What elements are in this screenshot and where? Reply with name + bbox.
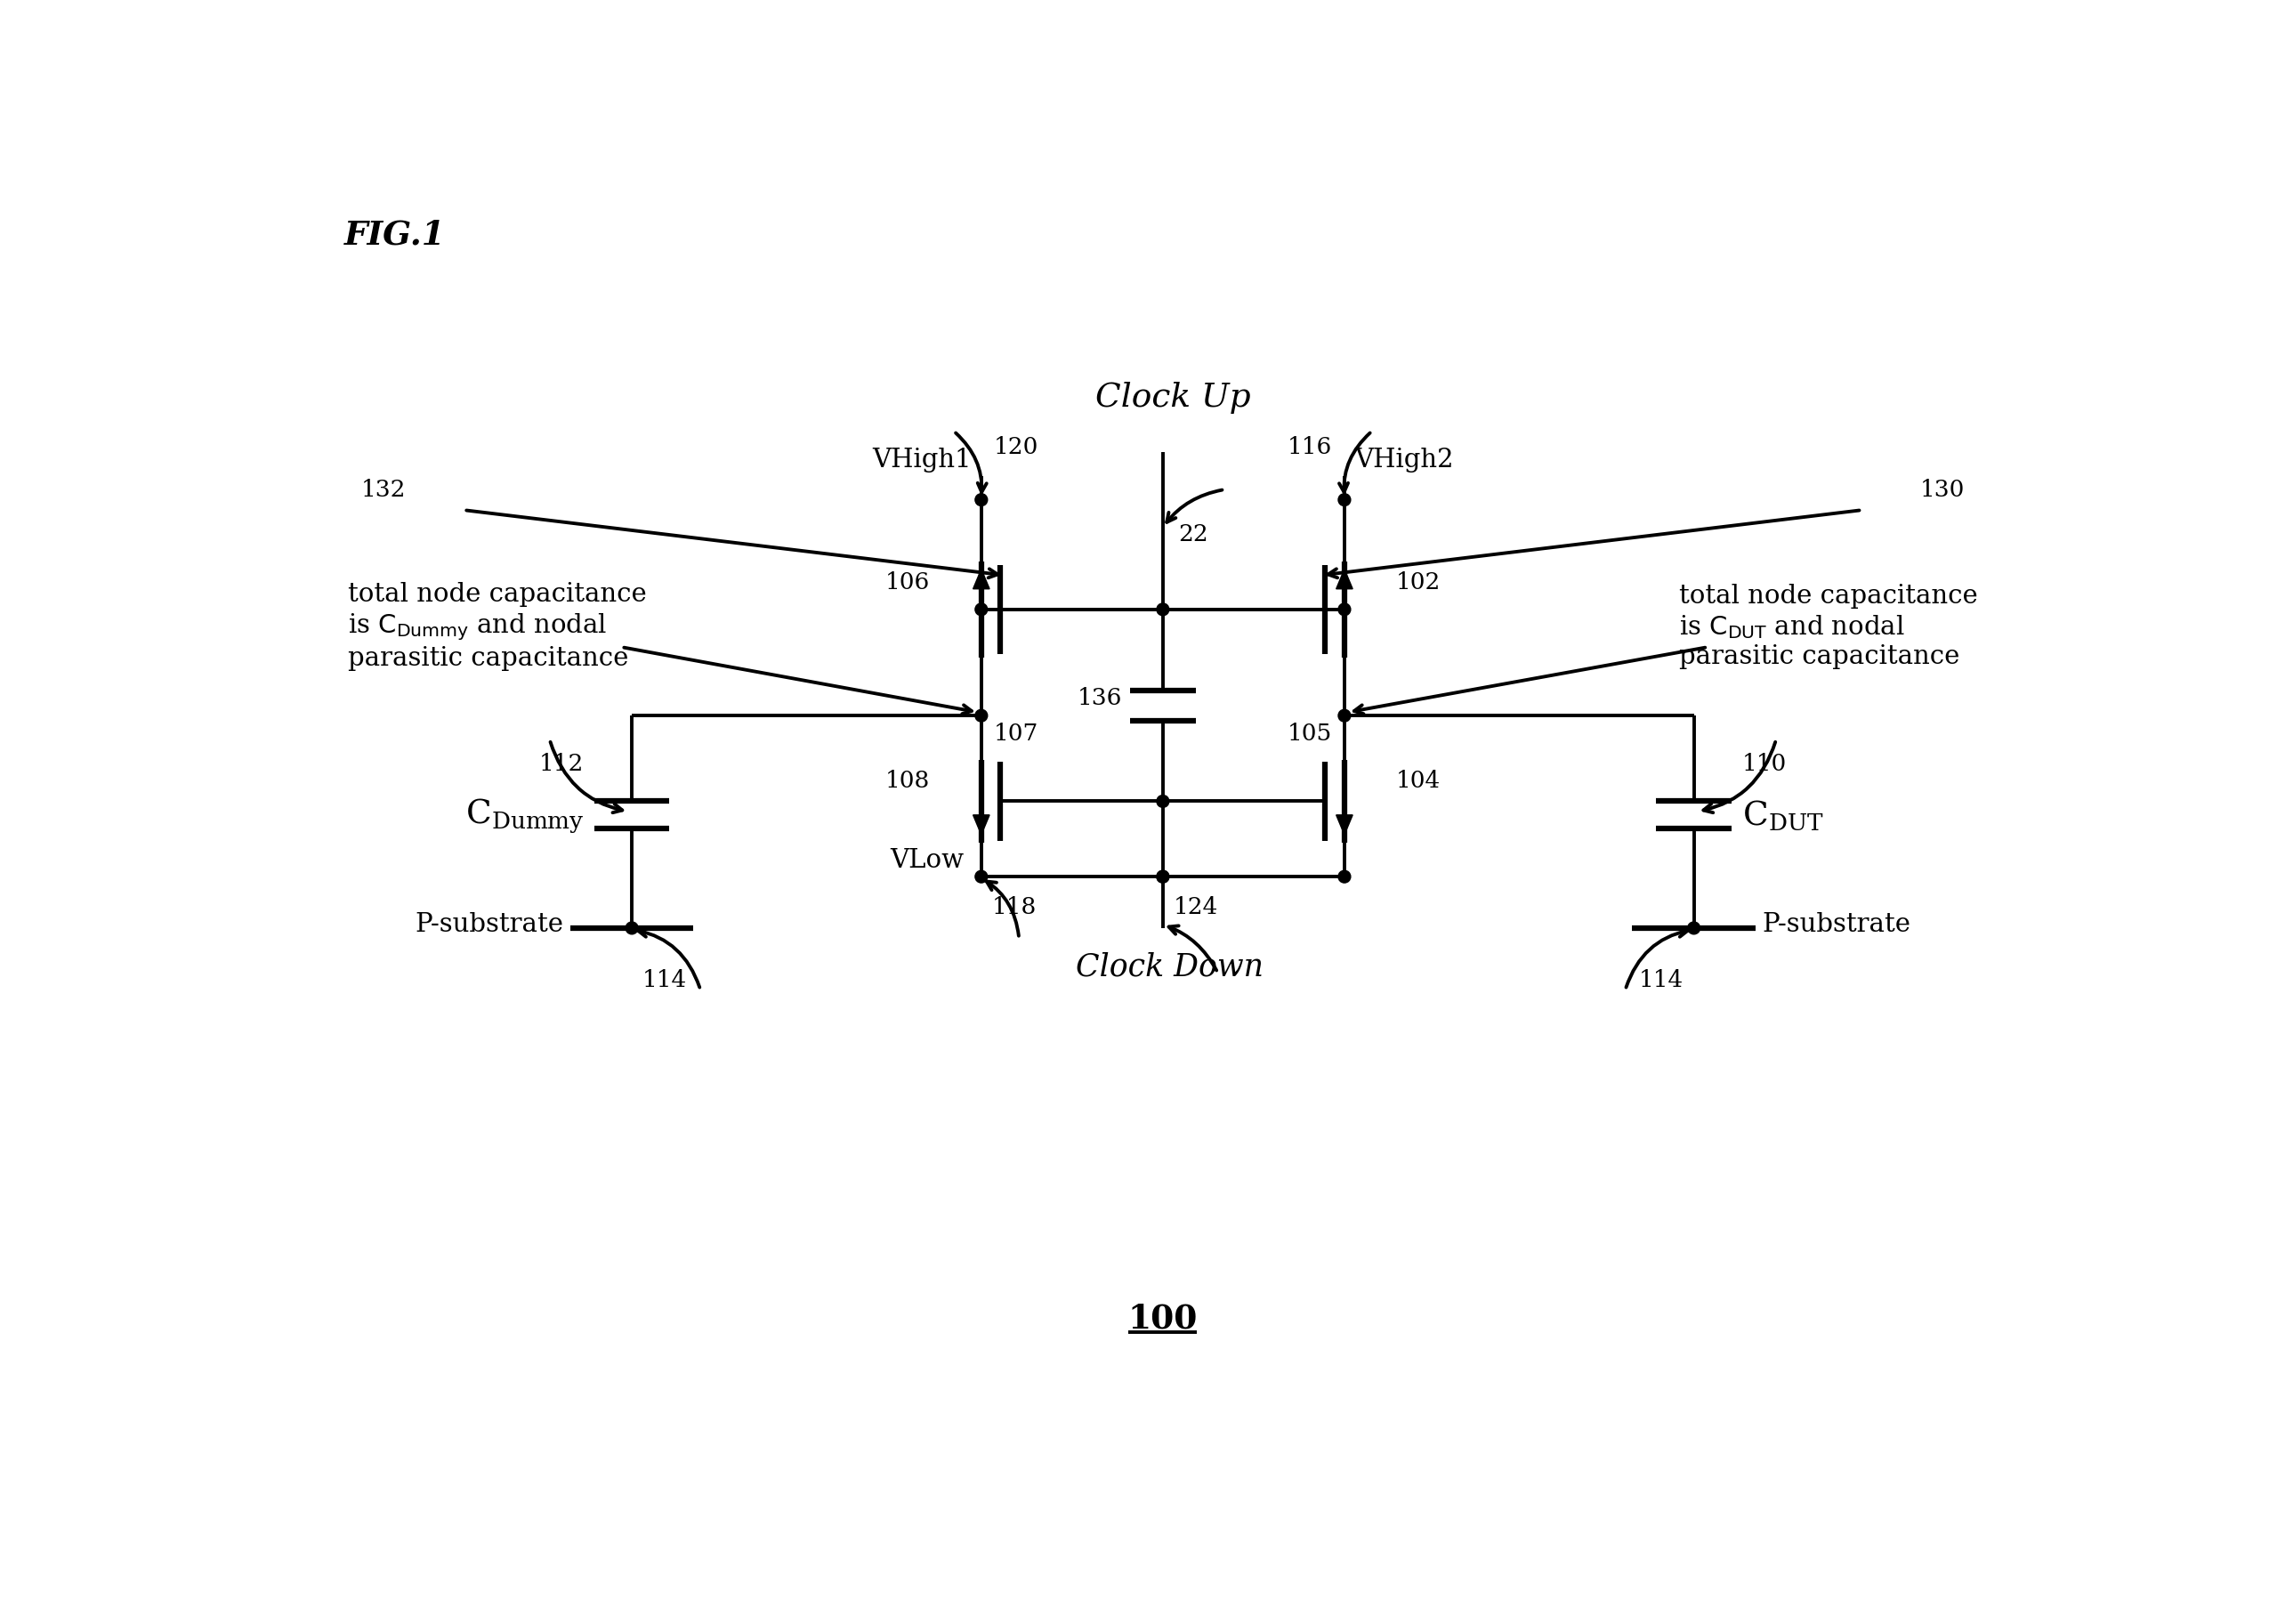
Circle shape <box>1339 710 1350 721</box>
Text: 102: 102 <box>1395 572 1441 593</box>
Text: Clock Down: Clock Down <box>1076 952 1264 983</box>
Circle shape <box>1339 870 1350 883</box>
Circle shape <box>1339 603 1350 615</box>
Text: 132: 132 <box>361 479 406 500</box>
Text: FIG.1: FIG.1 <box>345 219 445 252</box>
Circle shape <box>976 494 987 507</box>
Text: Clock Up: Clock Up <box>1096 382 1250 414</box>
Text: P-substrate: P-substrate <box>415 913 563 937</box>
Text: VHigh1: VHigh1 <box>871 448 971 473</box>
Circle shape <box>976 710 987 721</box>
Circle shape <box>626 922 638 934</box>
Text: 22: 22 <box>1178 523 1207 546</box>
Text: 100: 100 <box>1128 1302 1198 1335</box>
Text: 112: 112 <box>540 752 583 775</box>
Polygon shape <box>1336 568 1352 590</box>
Text: 108: 108 <box>885 770 930 793</box>
Text: VLow: VLow <box>889 848 964 874</box>
Text: total node capacitance
is $\mathrm{C_{Dummy}}$ and nodal
parasitic capacitance: total node capacitance is $\mathrm{C_{Du… <box>347 581 647 671</box>
Text: $\mathdefault{C}_{\mathdefault{DUT}}$: $\mathdefault{C}_{\mathdefault{DUT}}$ <box>1743 799 1824 831</box>
Text: P-substrate: P-substrate <box>1763 913 1910 937</box>
Circle shape <box>1157 796 1169 807</box>
Text: 120: 120 <box>994 437 1039 458</box>
Text: 105: 105 <box>1287 723 1332 745</box>
Text: 104: 104 <box>1395 770 1441 793</box>
Text: 130: 130 <box>1920 479 1965 500</box>
Circle shape <box>1157 603 1169 615</box>
Text: 106: 106 <box>885 572 930 593</box>
Circle shape <box>976 603 987 615</box>
Circle shape <box>1688 922 1699 934</box>
Text: 136: 136 <box>1078 687 1121 710</box>
Text: $\mathdefault{C}_{\mathdefault{Dummy}}$: $\mathdefault{C}_{\mathdefault{Dummy}}$ <box>465 796 583 833</box>
Polygon shape <box>1336 815 1352 835</box>
Polygon shape <box>973 815 989 835</box>
Text: 114: 114 <box>642 970 688 991</box>
Text: VHigh2: VHigh2 <box>1355 448 1454 473</box>
Text: total node capacitance
is $\mathrm{C_{DUT}}$ and nodal
parasitic capacitance: total node capacitance is $\mathrm{C_{DU… <box>1679 585 1979 669</box>
Circle shape <box>1157 870 1169 883</box>
Text: 107: 107 <box>994 723 1039 745</box>
Circle shape <box>976 870 987 883</box>
Polygon shape <box>973 568 989 590</box>
Text: 118: 118 <box>992 896 1037 918</box>
Circle shape <box>1157 870 1169 883</box>
Circle shape <box>1339 494 1350 507</box>
Text: 124: 124 <box>1173 896 1218 918</box>
Text: 114: 114 <box>1638 970 1684 991</box>
Text: 110: 110 <box>1743 752 1786 775</box>
Text: 116: 116 <box>1287 437 1332 458</box>
